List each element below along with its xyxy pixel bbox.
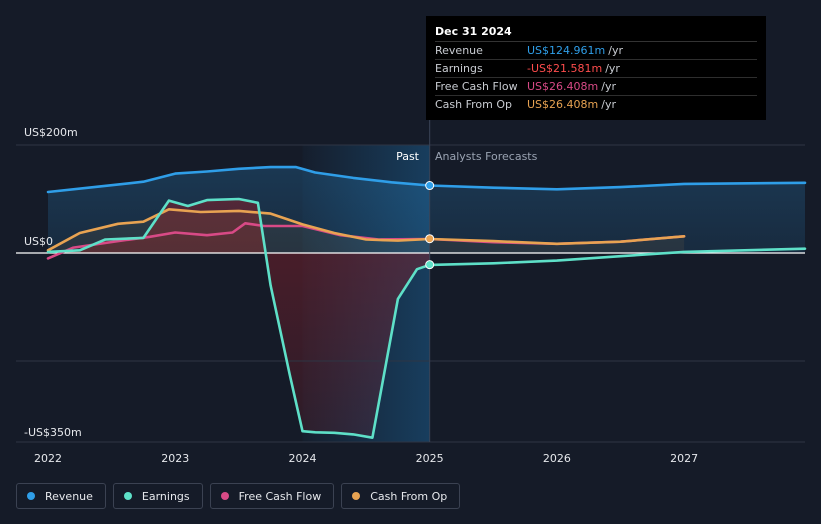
legend-label: Earnings bbox=[141, 489, 190, 503]
legend-dot-icon bbox=[123, 492, 132, 500]
tooltip-unit: /yr bbox=[601, 80, 616, 93]
x-tick-label: 2025 bbox=[416, 452, 444, 465]
tooltip-label: Revenue bbox=[435, 44, 483, 57]
legend-label: Cash From Op bbox=[370, 489, 448, 503]
tooltip-date: Dec 31 2024 bbox=[435, 24, 757, 42]
tooltip: Dec 31 2024 Revenue US$124.961m /yr Earn… bbox=[426, 16, 766, 120]
legend-label: Revenue bbox=[45, 489, 93, 503]
cash-from-op-line bbox=[46, 208, 686, 252]
legend-dot-icon bbox=[220, 492, 229, 500]
earnings-marker bbox=[425, 260, 435, 270]
financial-chart: US$200m US$0 -US$350m Past Analysts Fore… bbox=[16, 16, 807, 465]
x-tick-label: 2023 bbox=[161, 452, 189, 465]
legend-label: Free Cash Flow bbox=[238, 489, 322, 503]
x-tick-label: 2026 bbox=[543, 452, 571, 465]
tooltip-value: US$26.408m bbox=[527, 80, 599, 93]
legend-item-revenue[interactable]: Revenue bbox=[16, 483, 106, 509]
tooltip-value: -US$21.581m bbox=[527, 62, 603, 75]
tooltip-value: US$26.408m bbox=[527, 98, 599, 111]
cash-from-op-area bbox=[48, 209, 685, 253]
tooltip-value: US$124.961m bbox=[527, 44, 606, 57]
x-tick-label: 2024 bbox=[288, 452, 316, 465]
legend-item-free-cash-flow[interactable]: Free Cash Flow bbox=[209, 483, 335, 509]
cash-from-op-marker bbox=[425, 234, 435, 244]
legend: Revenue Earnings Free Cash Flow Cash Fro… bbox=[16, 483, 461, 511]
tooltip-label: Earnings bbox=[435, 62, 483, 75]
tooltip-unit: /yr bbox=[601, 98, 616, 111]
tooltip-row-earnings: Earnings -US$21.581m /yr bbox=[435, 60, 757, 78]
tooltip-unit: /yr bbox=[605, 62, 620, 75]
y-label-zero: US$0 bbox=[24, 235, 53, 248]
tooltip-row-revenue: Revenue US$124.961m /yr bbox=[435, 42, 757, 60]
legend-dot-icon bbox=[352, 492, 361, 500]
forecast-label: Analysts Forecasts bbox=[435, 150, 538, 163]
x-tick-label: 2027 bbox=[670, 452, 698, 465]
tooltip-label: Free Cash Flow bbox=[435, 80, 518, 93]
legend-dot-icon bbox=[27, 492, 35, 500]
legend-item-earnings[interactable]: Earnings bbox=[112, 483, 203, 509]
earnings-area bbox=[48, 199, 430, 438]
tooltip-row-cfo: Cash From Op US$26.408m /yr bbox=[435, 96, 757, 113]
tooltip-unit: /yr bbox=[608, 44, 623, 57]
legend-item-cash-from-op[interactable]: Cash From Op bbox=[341, 483, 461, 509]
tooltip-row-fcf: Free Cash Flow US$26.408m /yr bbox=[435, 78, 757, 96]
tooltip-label: Cash From Op bbox=[435, 98, 513, 111]
x-tick-label: 2022 bbox=[34, 452, 62, 465]
revenue-marker bbox=[425, 181, 435, 191]
y-label-top: US$200m bbox=[24, 126, 78, 139]
revenue-line bbox=[46, 165, 807, 194]
past-label: Past bbox=[396, 150, 420, 163]
earnings-line bbox=[46, 197, 807, 439]
y-label-bottom: -US$350m bbox=[24, 426, 82, 439]
